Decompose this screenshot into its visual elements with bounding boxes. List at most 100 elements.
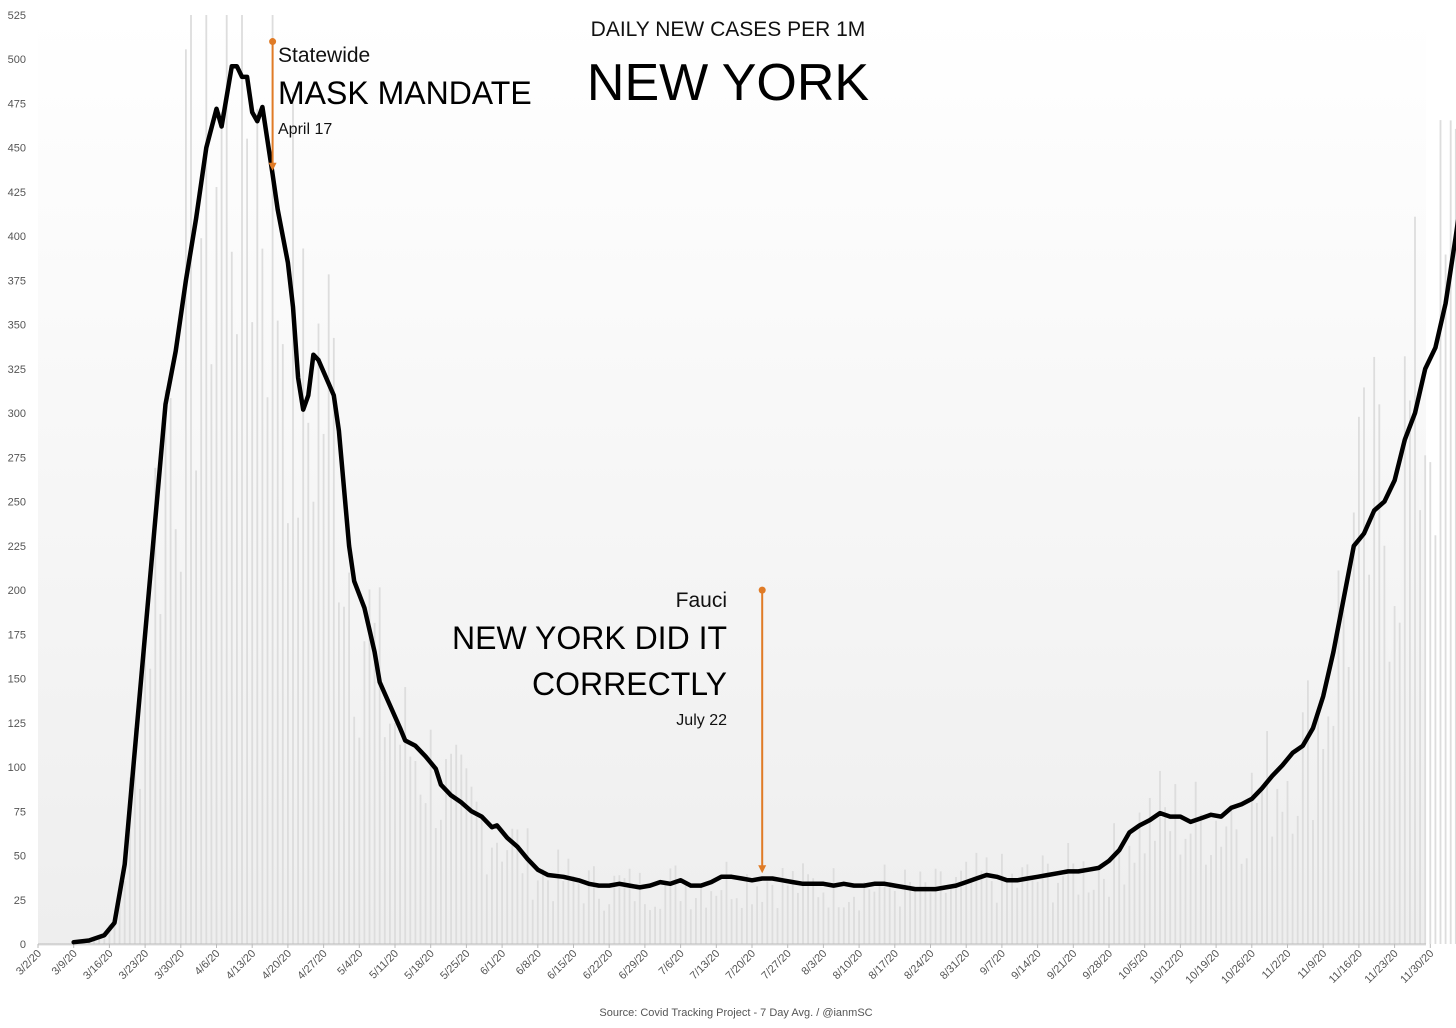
daily-bar bbox=[317, 323, 320, 944]
daily-bar bbox=[281, 344, 284, 944]
daily-bar bbox=[1092, 889, 1095, 944]
daily-bar bbox=[557, 849, 560, 944]
daily-bar bbox=[1046, 863, 1049, 944]
daily-bar bbox=[740, 907, 743, 944]
y-tick-label: 300 bbox=[8, 408, 26, 420]
daily-bar bbox=[139, 788, 141, 944]
annotation-1-arrowhead bbox=[268, 162, 277, 171]
daily-bar bbox=[287, 523, 289, 944]
daily-bar bbox=[1230, 809, 1233, 944]
daily-bar bbox=[654, 906, 656, 944]
daily-bar bbox=[1016, 887, 1019, 944]
daily-bar bbox=[893, 890, 896, 944]
daily-bar bbox=[613, 875, 616, 944]
daily-bar bbox=[633, 901, 636, 944]
x-tick-label: 4/13/20 bbox=[224, 948, 258, 982]
daily-bar bbox=[1174, 784, 1177, 944]
x-tick-label: 11/2/20 bbox=[1260, 948, 1294, 982]
daily-bar bbox=[450, 753, 452, 944]
annotation-2-date: July 22 bbox=[676, 712, 727, 729]
daily-bar bbox=[873, 891, 876, 944]
annotation-1-date: April 17 bbox=[278, 121, 332, 138]
daily-bar bbox=[1250, 772, 1253, 944]
daily-bar bbox=[899, 906, 901, 944]
daily-bar bbox=[1159, 770, 1161, 944]
daily-bar bbox=[292, 92, 294, 945]
annotation-2-big-label-line1: NEW YORK DID IT bbox=[452, 620, 727, 656]
daily-bar bbox=[1388, 661, 1391, 944]
daily-bar bbox=[730, 899, 733, 944]
daily-bar bbox=[807, 874, 809, 944]
x-tick-label: 6/29/20 bbox=[617, 948, 651, 982]
x-tick-label: 4/27/20 bbox=[295, 948, 329, 982]
daily-bar bbox=[363, 641, 366, 944]
daily-bar bbox=[1398, 622, 1401, 944]
daily-bar bbox=[1286, 780, 1289, 944]
daily-bar bbox=[1240, 863, 1243, 944]
daily-bar bbox=[1199, 814, 1202, 944]
daily-bar bbox=[531, 899, 534, 944]
daily-bar bbox=[950, 888, 952, 944]
daily-bar bbox=[751, 904, 753, 944]
x-tick-label: 8/17/20 bbox=[866, 948, 900, 982]
y-tick-label: 325 bbox=[8, 364, 26, 376]
x-tick-label: 3/9/20 bbox=[50, 948, 80, 978]
daily-bar bbox=[1001, 853, 1003, 944]
y-tick-label: 425 bbox=[8, 187, 26, 199]
daily-bar bbox=[475, 801, 478, 944]
x-tick-label: 4/6/20 bbox=[193, 948, 223, 978]
daily-bar bbox=[863, 882, 866, 944]
daily-bar bbox=[1301, 712, 1304, 944]
series-line bbox=[71, 64, 1456, 945]
daily-bar bbox=[118, 898, 121, 944]
daily-bar bbox=[322, 433, 325, 944]
y-tick-label: 200 bbox=[8, 585, 26, 597]
daily-bar bbox=[1235, 829, 1238, 944]
daily-bar bbox=[1393, 606, 1396, 944]
daily-bar bbox=[1062, 876, 1064, 944]
daily-bar bbox=[955, 877, 957, 944]
x-tick-label: 10/19/20 bbox=[1183, 948, 1222, 987]
daily-bar bbox=[567, 858, 570, 944]
daily-bar bbox=[378, 587, 381, 944]
daily-bar bbox=[756, 886, 758, 944]
daily-bar bbox=[144, 642, 146, 944]
daily-bar bbox=[185, 49, 187, 945]
daily-bar bbox=[1444, 254, 1447, 944]
y-tick-label: 100 bbox=[8, 762, 26, 774]
daily-bar bbox=[414, 760, 417, 944]
daily-bar bbox=[164, 390, 167, 945]
daily-bar bbox=[297, 517, 299, 944]
daily-bar bbox=[628, 868, 631, 944]
daily-bar bbox=[1179, 854, 1182, 944]
daily-bar bbox=[409, 756, 412, 944]
daily-bar bbox=[664, 882, 667, 944]
y-tick-label: 500 bbox=[8, 54, 26, 66]
daily-bar bbox=[1332, 725, 1335, 944]
daily-bar bbox=[985, 857, 988, 944]
daily-bar bbox=[1322, 748, 1325, 944]
x-tick-label: 9/14/20 bbox=[1009, 948, 1043, 982]
daily-bar bbox=[766, 881, 769, 944]
daily-bar bbox=[1133, 862, 1136, 944]
y-tick-label: 275 bbox=[8, 452, 26, 464]
daily-bar bbox=[786, 885, 789, 944]
y-tick-label: 125 bbox=[8, 718, 26, 730]
daily-bar bbox=[929, 892, 932, 944]
daily-bar bbox=[649, 910, 651, 944]
x-tick-label: 5/4/20 bbox=[335, 948, 365, 978]
daily-bar bbox=[399, 744, 401, 944]
annotation-2-dot bbox=[758, 586, 766, 594]
annotation-1-big-label: MASK MANDATE bbox=[278, 75, 532, 111]
x-tick-label: 10/5/20 bbox=[1116, 948, 1150, 982]
y-tick-label: 0 bbox=[20, 939, 26, 951]
daily-bar bbox=[975, 852, 978, 944]
annotation-1-dot bbox=[269, 38, 277, 46]
daily-bar bbox=[776, 908, 779, 944]
daily-bar bbox=[888, 884, 891, 944]
daily-bar bbox=[924, 882, 927, 944]
x-tick-label: 6/1/20 bbox=[478, 948, 508, 978]
daily-bar bbox=[404, 687, 407, 944]
daily-bar bbox=[1261, 785, 1263, 944]
